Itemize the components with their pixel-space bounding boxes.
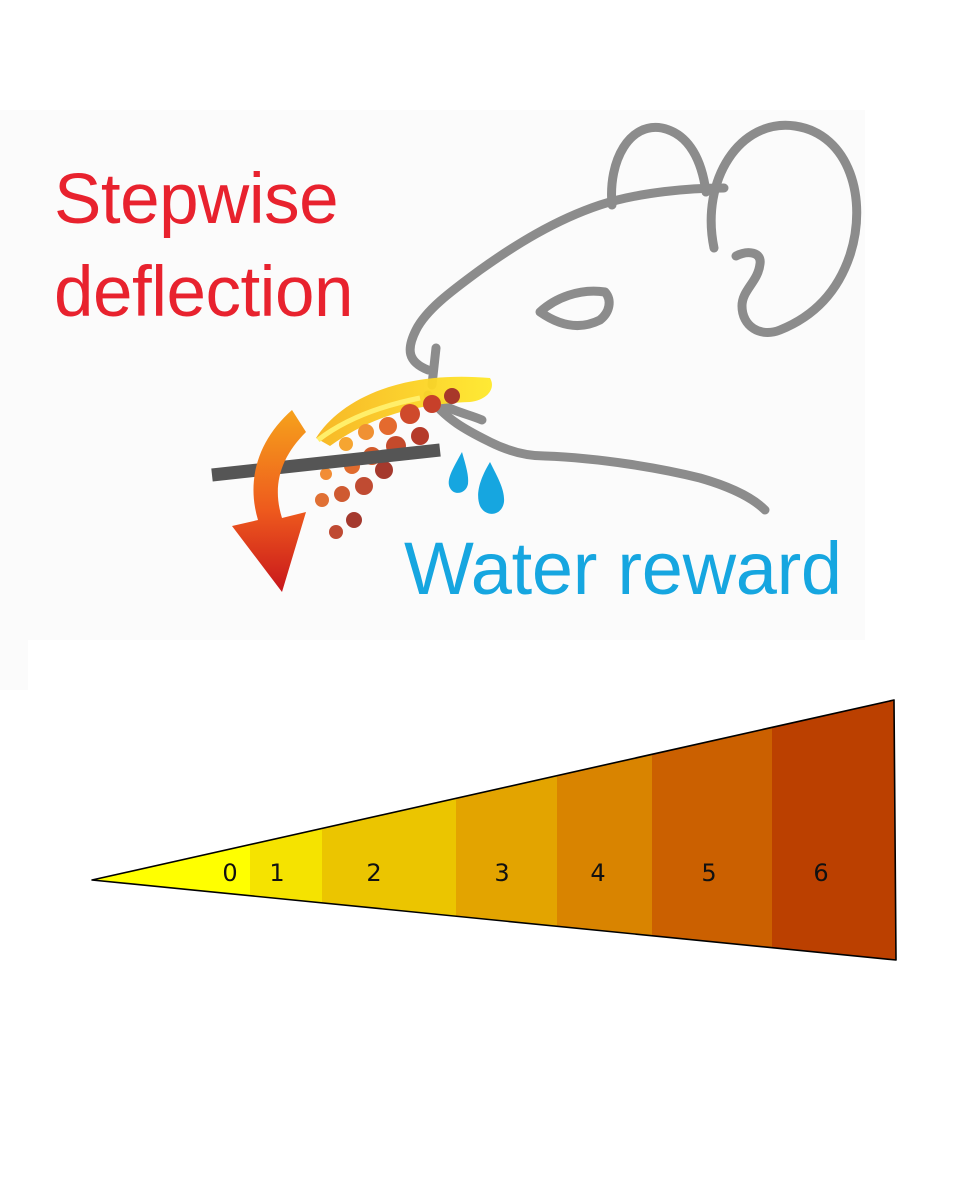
stepwise-label-line2: deflection — [54, 253, 353, 332]
mouse-head-icon — [405, 120, 862, 515]
stepwise-label-line1: Stepwise — [54, 160, 339, 239]
scale-wedge-outline — [91, 699, 897, 961]
scale-step-label-6: 6 — [813, 859, 828, 887]
whisker-icon — [211, 376, 492, 539]
water-drops-icon — [448, 452, 505, 514]
scale-step-label-4: 4 — [590, 859, 605, 887]
deflection-arrow-icon — [232, 410, 306, 592]
scale-step-label-1: 1 — [269, 859, 284, 887]
scale-step-label-0: 0 — [222, 859, 237, 887]
scale-step-band-2 — [322, 700, 456, 960]
deflection-scale: 0 1 2 3 4 5 6 — [91, 699, 897, 961]
scale-step-band-0 — [92, 700, 250, 960]
water-reward-label: Water reward — [404, 527, 842, 610]
scale-step-label-2: 2 — [366, 859, 381, 887]
scale-step-label-5: 5 — [701, 859, 716, 887]
mouse-illustration — [211, 120, 862, 592]
scale-step-band-1 — [250, 700, 322, 960]
scale-step-label-3: 3 — [494, 859, 509, 887]
scale-step-band-4 — [557, 700, 652, 960]
scale-bands — [92, 700, 896, 960]
illustration-background-edge — [0, 640, 28, 690]
scale-step-band-5 — [652, 700, 772, 960]
scale-step-band-3 — [456, 700, 557, 960]
scale-step-band-6 — [772, 700, 896, 960]
